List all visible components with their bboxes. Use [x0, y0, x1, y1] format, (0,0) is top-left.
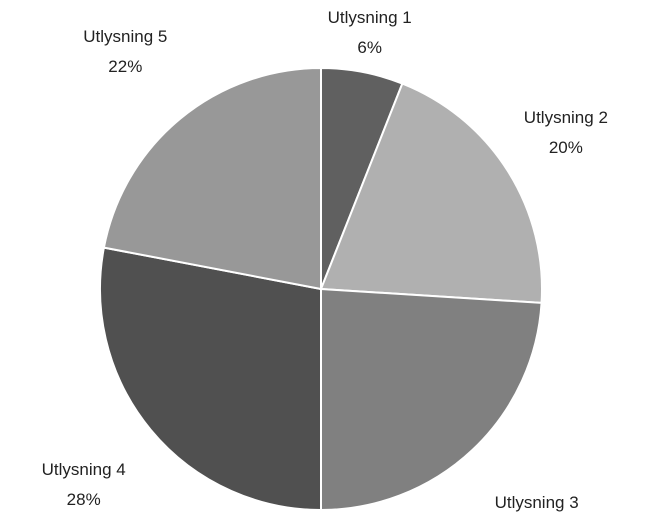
- slice-label: Utlysning 1: [328, 8, 412, 27]
- slice-value-label: 6%: [357, 38, 382, 57]
- slice-label: Utlysning 4: [42, 460, 126, 479]
- pie-slice: [319, 82, 543, 304]
- slice-label: Utlysning 3: [495, 493, 579, 512]
- slice-label: Utlysning 2: [524, 108, 608, 127]
- pie-slice: [102, 66, 322, 291]
- pie-slice: [99, 246, 322, 512]
- pie-slice: [320, 287, 543, 512]
- slice-value-label: 28%: [67, 490, 101, 509]
- slice-value-label: 22%: [108, 57, 142, 76]
- slice-value-label: 20%: [549, 138, 583, 157]
- slice-label: Utlysning 5: [83, 27, 167, 46]
